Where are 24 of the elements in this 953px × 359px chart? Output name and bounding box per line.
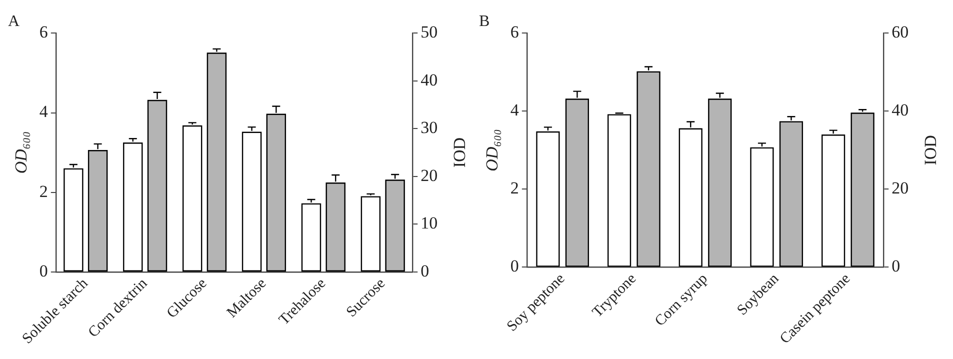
y2-tick-label: 20 <box>892 178 909 198</box>
y2-tick-label: 10 <box>420 214 438 233</box>
y-axis-title: OD₆₀₀ <box>12 131 31 174</box>
y2-tick-label: 0 <box>420 261 430 280</box>
y2-tick-label: 40 <box>420 70 438 90</box>
chart-title: B <box>479 12 490 30</box>
y-axis-title: OD₆₀₀ <box>482 128 502 172</box>
y2-tick-label: 40 <box>892 100 909 120</box>
y-tick-label: 4 <box>510 100 520 120</box>
y2-axis-title: IOD <box>920 135 940 166</box>
y2-tick-label: 0 <box>892 256 900 276</box>
y-tick-label: 6 <box>39 22 48 42</box>
y2-tick-label: 20 <box>420 166 438 185</box>
y-tick-label: 4 <box>39 102 48 122</box>
y2-tick-label: 50 <box>420 22 438 42</box>
y-tick-label: 2 <box>39 182 48 201</box>
y-tick-label: 2 <box>510 178 519 198</box>
y-tick-label: 0 <box>510 256 519 276</box>
y-tick-label: 6 <box>510 22 519 42</box>
chart-title: A <box>8 12 20 30</box>
y2-axis-title: IOD <box>450 137 469 168</box>
y2-tick-label: 60 <box>892 22 909 42</box>
y2-tick-label: 30 <box>420 118 438 138</box>
y-tick-label: 0 <box>39 261 48 280</box>
